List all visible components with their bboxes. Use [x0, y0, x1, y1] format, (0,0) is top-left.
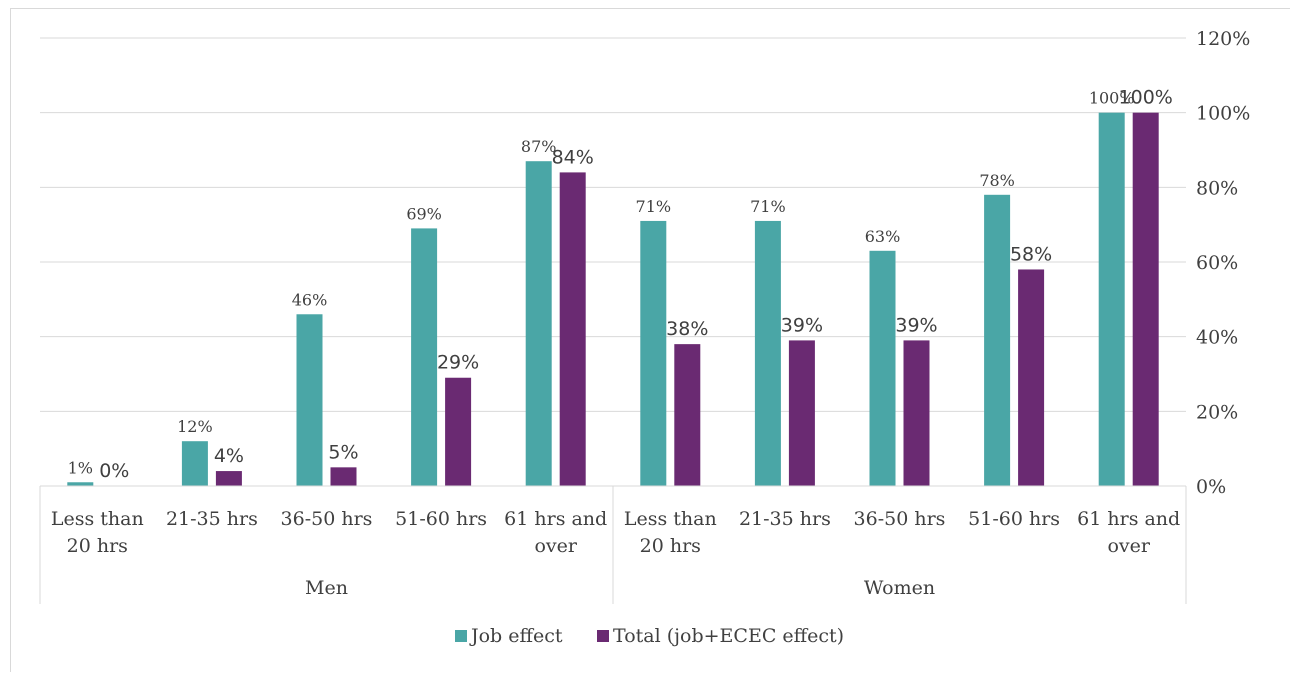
bar-job-effect: [754, 220, 781, 486]
data-label: 38%: [666, 318, 708, 340]
x-tick-label: 21-35 hrs: [739, 508, 831, 530]
x-tick-label: over: [1107, 535, 1150, 557]
chart-frame: [10, 8, 1290, 672]
x-tick-label: Less than: [51, 508, 144, 530]
y-tick-label: 40%: [1196, 327, 1238, 349]
data-label: 100%: [1119, 87, 1173, 109]
group-label: Men: [305, 577, 348, 599]
data-label: 58%: [1010, 243, 1052, 265]
bar-total-effect: [1132, 112, 1159, 487]
data-label: 100%: [1089, 89, 1135, 108]
x-tick-label: 21-35 hrs: [166, 508, 258, 530]
x-tick-label: over: [534, 535, 577, 557]
bar-job-effect: [525, 161, 552, 486]
bar-total-effect: [330, 467, 357, 486]
y-tick-label: 120%: [1196, 28, 1250, 50]
bar-total-effect: [445, 377, 472, 486]
data-label: 71%: [636, 197, 672, 216]
x-tick-label: 51-60 hrs: [968, 508, 1060, 530]
y-tick-label: 80%: [1196, 177, 1238, 199]
data-label: 12%: [177, 417, 213, 436]
legend-label: Total (job+ECEC effect): [613, 625, 844, 647]
data-label: 39%: [781, 314, 823, 336]
data-label: 78%: [979, 171, 1015, 190]
data-label: 1%: [68, 458, 93, 477]
y-tick-label: 20%: [1196, 401, 1238, 423]
data-label: 5%: [328, 441, 358, 463]
x-tick-label: 36-50 hrs: [281, 508, 373, 530]
data-label: 46%: [292, 290, 328, 309]
x-tick-label: 36-50 hrs: [854, 508, 946, 530]
bar-total-effect: [215, 471, 242, 486]
x-tick-label: 61 hrs and: [504, 508, 607, 530]
bar-job-effect: [296, 314, 323, 486]
bar-job-effect: [869, 250, 896, 486]
bar-job-effect: [67, 482, 94, 486]
data-label: 69%: [406, 204, 442, 223]
bar-job-effect: [640, 220, 667, 486]
bar-total-effect: [1018, 269, 1045, 486]
bar-job-effect: [411, 228, 438, 486]
data-label: 71%: [750, 197, 786, 216]
data-label: 0%: [99, 460, 129, 482]
data-label: 84%: [552, 146, 594, 168]
data-label: 63%: [865, 227, 901, 246]
data-label: 87%: [521, 137, 557, 156]
x-tick-label: 20 hrs: [67, 535, 128, 557]
y-tick-label: 100%: [1196, 103, 1250, 125]
data-label: 39%: [895, 314, 937, 336]
bar-job-effect: [1098, 112, 1125, 487]
bar-job-effect: [181, 441, 208, 486]
x-tick-label: 61 hrs and: [1077, 508, 1180, 530]
x-tick-label: 20 hrs: [640, 535, 701, 557]
bar-total-effect: [559, 172, 586, 486]
bar-total-effect: [674, 344, 701, 486]
group-label: Women: [864, 577, 935, 599]
data-label: 29%: [437, 352, 479, 374]
bar-total-effect: [903, 340, 930, 486]
y-tick-label: 0%: [1196, 476, 1226, 498]
bar-total-effect: [788, 340, 815, 486]
y-tick-label: 60%: [1196, 252, 1238, 274]
legend-label: Job effect: [469, 625, 563, 647]
x-tick-label: 51-60 hrs: [395, 508, 487, 530]
x-tick-label: Less than: [624, 508, 717, 530]
legend-swatch: [597, 630, 609, 642]
bar-job-effect: [984, 194, 1011, 487]
data-label: 4%: [214, 445, 244, 467]
legend-swatch: [455, 630, 467, 642]
